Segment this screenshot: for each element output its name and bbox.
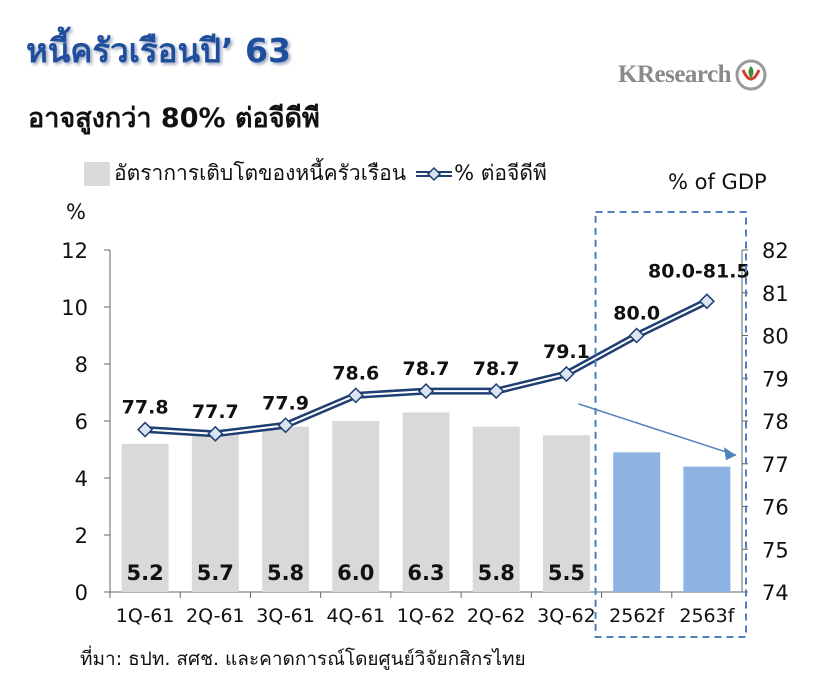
legend-item-bar: อัตราการเติบโตของหนี้ครัวเรือน bbox=[84, 157, 406, 190]
bar-3Q-61 bbox=[262, 426, 310, 592]
left-axis-tick-label: 4 bbox=[75, 467, 88, 491]
right-axis-tick-label: 75 bbox=[762, 538, 789, 562]
x-tick-label: 1Q-61 bbox=[116, 605, 175, 627]
right-axis-tick-label: 78 bbox=[762, 410, 789, 434]
right-axis-tick-label: 74 bbox=[762, 581, 789, 605]
left-axis-tick-label: 8 bbox=[75, 353, 88, 377]
right-axis-tick-label: 81 bbox=[762, 282, 789, 306]
kresearch-emblem-icon bbox=[735, 59, 767, 91]
trend-arrowhead bbox=[724, 447, 736, 461]
gdp-point-marker bbox=[628, 327, 645, 344]
x-tick-label: 3Q-61 bbox=[256, 605, 315, 627]
gdp-point-marker bbox=[698, 293, 715, 310]
right-axis-tick-label: 77 bbox=[762, 453, 789, 477]
bar-1Q-62 bbox=[402, 412, 450, 592]
gdp-data-label: 77.7 bbox=[192, 401, 239, 423]
bar-2Q-61 bbox=[191, 429, 239, 592]
gdp-data-label: 78.6 bbox=[332, 362, 379, 384]
legend-swatch-line bbox=[416, 166, 453, 181]
gdp-data-label: 80.0 bbox=[613, 303, 660, 325]
chart-legend: อัตราการเติบโตของหนี้ครัวเรือน % ต่อจีดี… bbox=[84, 157, 547, 190]
kresearch-logo: KResearch bbox=[618, 58, 768, 92]
gdp-point-marker bbox=[277, 417, 294, 434]
bar-data-label: 5.8 bbox=[478, 561, 515, 585]
x-tick-label: 2Q-62 bbox=[467, 605, 526, 627]
bar-2563f bbox=[683, 466, 731, 592]
right-axis-label: % of GDP bbox=[668, 170, 767, 194]
right-axis-tick-label: 80 bbox=[762, 325, 789, 349]
x-tick-label: 1Q-62 bbox=[397, 605, 456, 627]
left-axis-tick-label: 6 bbox=[75, 410, 88, 434]
bar-data-label: 5.8 bbox=[267, 561, 304, 585]
gdp-data-label: 78.7 bbox=[403, 358, 450, 380]
forecast-highlight-box bbox=[594, 211, 747, 638]
legend-label-bar: อัตราการเติบโตของหนี้ครัวเรือน bbox=[114, 161, 407, 185]
gdp-data-label: 77.8 bbox=[122, 397, 169, 419]
gdp-point-marker bbox=[347, 387, 364, 404]
right-axis-tick-label: 79 bbox=[762, 367, 789, 391]
gdp-point-marker bbox=[488, 383, 505, 400]
page-title: หนี้ครัวเรือนปี’ 63 bbox=[26, 31, 291, 70]
gdp-point-marker bbox=[207, 425, 224, 442]
bar-data-label: 5.2 bbox=[127, 561, 164, 585]
gdp-data-label: 79.1 bbox=[543, 341, 590, 363]
left-axis-label: % bbox=[66, 200, 86, 224]
x-tick-label: 3Q-62 bbox=[537, 605, 596, 627]
right-axis-tick-label: 82 bbox=[762, 239, 789, 263]
gdp-point-marker bbox=[137, 421, 154, 438]
bar-data-label: 5.7 bbox=[197, 561, 234, 585]
bar-data-label: 6.0 bbox=[337, 561, 374, 585]
gdp-data-label: 78.7 bbox=[473, 358, 520, 380]
right-axis-tick-label: 76 bbox=[762, 496, 789, 520]
trend-arrow bbox=[578, 403, 737, 456]
x-tick-label: 2563f bbox=[679, 605, 735, 627]
source-note: ที่มา: ธปท. สศช. และคาดการณ์โดยศูนย์วิจั… bbox=[80, 648, 526, 670]
logo-text: KResearch bbox=[618, 61, 732, 88]
left-axis-tick-label: 12 bbox=[61, 239, 88, 263]
bar-1Q-61 bbox=[121, 443, 169, 592]
gdp-point-marker bbox=[558, 365, 575, 383]
bar-3Q-62 bbox=[542, 435, 590, 592]
x-tick-label: 4Q-61 bbox=[326, 605, 385, 627]
page-subtitle: อาจสูงกว่า 80% ต่อจีดีพี bbox=[28, 103, 320, 134]
bar-data-label: 5.5 bbox=[548, 561, 585, 585]
bar-4Q-61 bbox=[332, 421, 380, 592]
gdp-data-label: 80.0-81.5 bbox=[648, 260, 750, 282]
bar-2562f bbox=[613, 452, 661, 592]
gdp-data-label: 77.9 bbox=[262, 392, 309, 414]
legend-label-line: % ต่อจีดีพี bbox=[454, 161, 547, 185]
legend-item-line: % ต่อจีดีพี bbox=[414, 157, 547, 190]
bar-2Q-62 bbox=[472, 426, 520, 592]
x-tick-label: 2562f bbox=[609, 605, 665, 627]
left-axis-tick-label: 10 bbox=[61, 296, 88, 320]
legend-swatch-bar bbox=[84, 161, 110, 186]
left-axis-tick-label: 0 bbox=[75, 581, 88, 605]
gdp-point-marker bbox=[417, 383, 435, 400]
x-tick-label: 2Q-61 bbox=[186, 605, 245, 627]
bar-data-label: 6.3 bbox=[407, 561, 444, 585]
left-axis-tick-label: 2 bbox=[75, 524, 88, 548]
